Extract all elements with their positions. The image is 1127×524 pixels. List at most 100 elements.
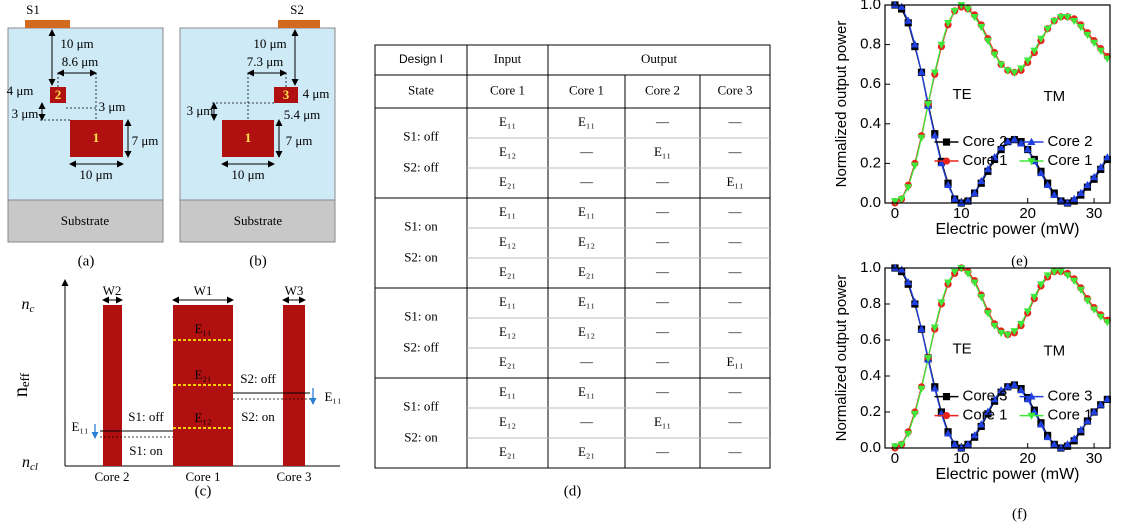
state-label: S2: on [241,409,275,424]
empty-cell: — [728,294,743,309]
table-header: Output [641,51,678,66]
state-label: S2: on [404,429,438,444]
marker [977,294,985,301]
legend-marker [943,157,950,164]
electrode [25,20,70,28]
x-tick-label: 20 [1019,450,1036,467]
state-label: S1: off [403,129,439,144]
empty-cell: E₁₁ [654,414,671,429]
subscript: eff [17,372,32,387]
dim-label: 4 μm [303,86,330,101]
empty-cell: E₁₂ [578,324,595,339]
empty-cell: E₂₁ [499,174,516,189]
empty-cell: E₁₁ [499,384,516,399]
dim-label: 8.6 μm [62,54,99,69]
dim-label: 10 μm [253,36,286,51]
caption: (b) [249,253,267,269]
marker [911,163,919,170]
dim-label: 5.4 μm [284,107,321,122]
panel-c: nc neff ncl W2 W1 W3 E₁₁ E₂₁ E₁₂ S1: off… [10,280,342,499]
empty-cell: — [579,144,594,159]
mode-label: E₂₁ [194,367,211,382]
legend-label: Core 1 [1048,407,1093,424]
empty-cell: — [728,444,743,459]
width-label: W3 [285,283,304,298]
substrate-label: Substrate [234,213,283,228]
legend-marker [943,412,950,419]
empty-cell: E₁₂ [499,324,516,339]
core-bar [103,305,122,466]
caption: (a) [78,253,95,269]
empty-cell: — [655,114,670,129]
empty-cell: — [728,114,743,129]
subscript: cl [30,461,38,473]
y-tick-label: 1.0 [860,259,881,276]
core-label: 2 [55,87,62,102]
empty-cell: — [655,264,670,279]
empty-cell: — [728,384,743,399]
caption: (e) [1011,253,1028,269]
n-eff: neff [10,372,32,397]
table-subheader: Core 3 [717,82,752,97]
empty-cell: E₁₂ [578,234,595,249]
state-label: S1: off [403,399,439,414]
empty-cell: E₂₁ [499,354,516,369]
state-label: S2: off [403,339,439,354]
y-tick-label: 0.6 [860,331,881,348]
empty-cell: — [655,324,670,339]
mode-arrow-label: E₁₁ [324,389,341,404]
symbol: n [10,387,32,397]
charts: 0.00.20.40.60.81.00102030TETMCore 2Core … [833,0,1111,522]
dim-label: 3 μm [187,103,214,118]
switch-label: S2 [290,2,304,17]
state-label: S1: on [404,309,438,324]
empty-cell: E₁₁ [654,144,671,159]
figure: S1 2 1 10 μm 8.6 μm 4 μm 3 μm 3 μm 7 μm … [0,0,1127,524]
empty-cell: E₁₁ [726,354,743,369]
x-axis-label: Electric power (mW) [935,466,1079,483]
empty-cell: E₂₁ [578,444,595,459]
empty-cell: E₁₁ [578,294,595,309]
legend-label: Core 1 [1048,152,1093,169]
empty-cell: E₂₁ [578,264,595,279]
switch-label: S1 [26,2,40,17]
dim-label: 10 μm [79,167,112,182]
legend-label: Core 1 [963,152,1008,169]
legend-label: Core 3 [963,388,1008,405]
table-subheader: Core 1 [569,82,604,97]
empty-cell: E₁₁ [578,204,595,219]
empty-cell: — [655,384,670,399]
mode-arrow-label: E₁₁ [71,419,88,434]
plot-frame [885,5,1110,203]
core-name: Core 2 [94,469,129,484]
empty-cell: E₁₂ [499,144,516,159]
y-tick-label: 1.0 [860,0,881,13]
empty-cell: — [728,234,743,249]
empty-cell: — [655,444,670,459]
dim-label: 7.3 μm [247,54,284,69]
empty-cell: E₁₁ [726,174,743,189]
legend-group-title: TE [953,341,972,358]
x-tick-label: 10 [953,450,970,467]
empty-cell: — [655,204,670,219]
empty-cell: — [579,414,594,429]
marker [911,411,919,418]
core-label: 3 [283,87,290,102]
empty-cell: — [655,234,670,249]
table-subheader: State [408,82,434,97]
empty-cell: — [728,264,743,279]
y-axis-label: Normalized output power [833,275,850,442]
table-subheader: Core 2 [645,82,680,97]
legend-label: Core 2 [963,133,1008,150]
x-tick-label: 20 [1019,205,1036,222]
legend-marker [943,138,950,145]
dim-label: 4 μm [7,83,34,98]
state-label: S1: on [129,443,163,458]
y-tick-label: 0.6 [860,75,881,92]
dim-label: 7 μm [132,133,159,148]
empty-cell: E₂₁ [499,444,516,459]
legend-marker [943,393,950,400]
marker [918,135,926,142]
table-header: Input [494,51,522,66]
